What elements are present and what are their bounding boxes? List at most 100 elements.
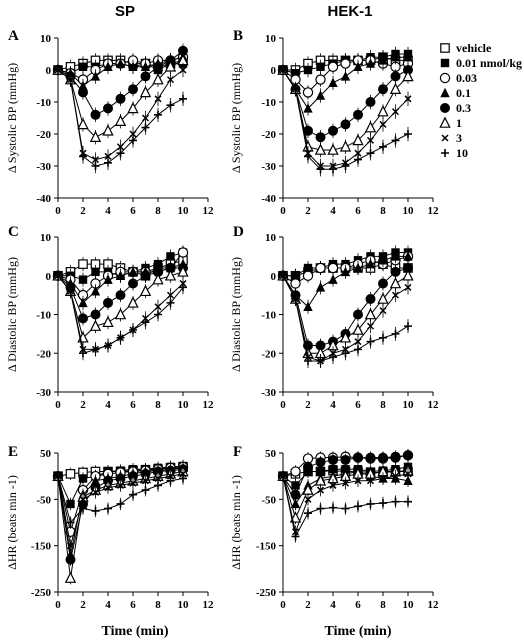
data-point (364, 307, 377, 320)
data-point (328, 274, 338, 284)
data-point (104, 504, 112, 513)
data-point (352, 133, 364, 146)
data-point (378, 278, 388, 289)
x-tick-label: 10 (178, 399, 190, 411)
y-tick-label: -30 (36, 387, 51, 399)
y-tick-label: -40 (36, 193, 51, 205)
data-point (165, 263, 176, 273)
data-point (141, 318, 150, 327)
data-point (328, 454, 338, 465)
y-tick-label: 10 (265, 232, 277, 244)
data-point (290, 498, 301, 509)
data-point (329, 353, 337, 362)
data-point (341, 504, 350, 513)
data-point (177, 247, 189, 258)
data-point (365, 58, 376, 68)
data-point (366, 477, 375, 485)
data-point (315, 282, 326, 292)
data-point (79, 152, 87, 161)
data-point (154, 95, 162, 103)
legend-marker (441, 134, 449, 142)
x-tick-label: 8 (155, 205, 161, 217)
data-point (304, 357, 312, 365)
data-point (139, 284, 152, 297)
data-point (304, 152, 312, 161)
legend-marker (440, 58, 450, 68)
data-point (127, 296, 139, 308)
data-point (403, 251, 413, 261)
data-point (365, 258, 376, 269)
x-tick-label: 0 (55, 599, 61, 611)
data-point (378, 84, 388, 95)
data-point (91, 488, 100, 496)
panel-A: A 10 0 -10 -20 -30 -40 0 2 4 6 8 10 12 Δ Systolic BP (… (5, 28, 214, 217)
y-tick-label: -10 (36, 310, 51, 322)
data-point (128, 266, 138, 277)
data-point (377, 105, 389, 117)
data-point (141, 114, 150, 122)
data-point (128, 84, 138, 95)
legend-marker (439, 72, 451, 84)
x-tick-label: 8 (155, 399, 161, 411)
x-tick-label: 8 (380, 399, 386, 411)
data-point (391, 291, 400, 299)
data-point (154, 481, 162, 490)
y-axis-label: Δ Systolic BP (mmHg) (5, 63, 19, 173)
data-point (365, 97, 376, 107)
series-group (52, 43, 189, 174)
y-tick-label: -20 (261, 348, 276, 360)
data-point (339, 331, 352, 343)
x-tick-label: 4 (105, 399, 111, 411)
legend-entry: 3 (441, 131, 462, 145)
data-point (90, 286, 101, 296)
data-point (391, 497, 400, 506)
data-point (403, 52, 413, 62)
data-point (340, 266, 351, 277)
data-point (152, 273, 164, 285)
y-axis-label: ΔHR (beats min -1) (229, 475, 243, 570)
data-point (390, 251, 401, 261)
data-point (54, 66, 62, 74)
x-tick-label: 10 (403, 399, 415, 411)
legend-label: 3 (456, 131, 462, 145)
legend-label: 0.01 nmol/kg (456, 56, 522, 70)
data-point (78, 259, 88, 269)
data-point (329, 165, 337, 174)
data-point (315, 132, 326, 143)
y-tick-label: -30 (261, 161, 276, 173)
data-point (115, 290, 126, 301)
x-tick-label: 8 (155, 599, 161, 611)
data-point (154, 303, 162, 311)
data-point (339, 140, 352, 152)
data-point (166, 252, 175, 261)
data-point (114, 307, 127, 320)
y-tick-label: -20 (36, 129, 51, 141)
data-point (78, 313, 88, 324)
data-point (315, 90, 326, 100)
data-point (102, 315, 114, 328)
panel-C: C 10 0 -10 -20 -30 0 2 4 6 8 10 12 Δ Diastolic BP (mm… (5, 224, 214, 411)
data-point (364, 121, 377, 133)
x-tick-label: 4 (105, 599, 111, 611)
data-point (166, 298, 175, 307)
data-point (54, 271, 62, 280)
data-point (316, 62, 325, 71)
data-point (153, 266, 163, 277)
data-point (352, 323, 364, 335)
data-point (390, 52, 401, 62)
data-point (90, 109, 101, 120)
data-point (127, 101, 139, 114)
x-tick-label: 12 (203, 399, 215, 411)
data-point (179, 66, 187, 74)
data-point (139, 85, 152, 98)
data-point (403, 263, 413, 273)
data-point (104, 484, 112, 492)
legend-marker (441, 149, 449, 157)
y-tick-label: -10 (36, 97, 51, 109)
data-point (290, 489, 301, 500)
y-tick-label: -250 (256, 587, 277, 599)
data-point (141, 486, 150, 495)
data-point (303, 301, 313, 311)
data-point (179, 283, 187, 292)
